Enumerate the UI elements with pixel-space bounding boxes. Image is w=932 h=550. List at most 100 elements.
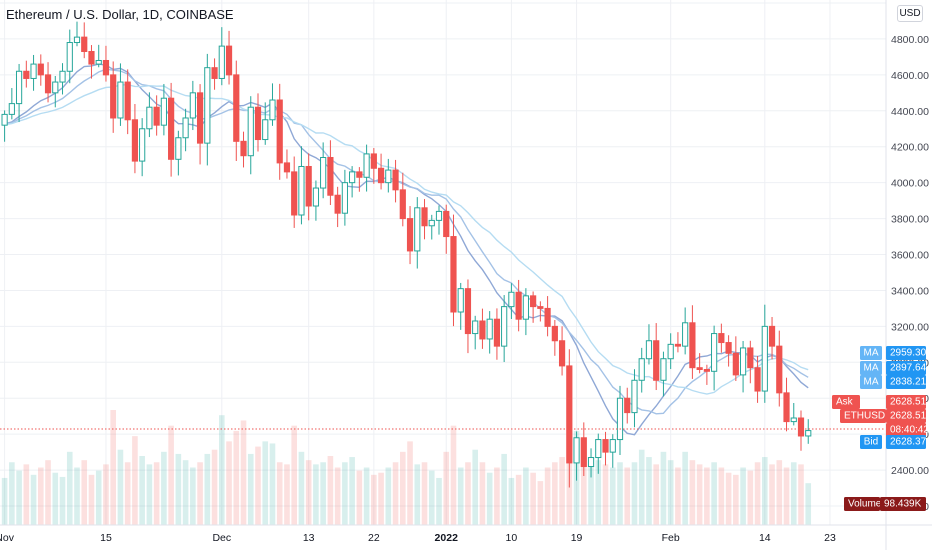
y-tick-label: 2400.00 [891,465,929,477]
volume-bar [762,457,768,525]
candle-up [247,96,254,175]
candle-body [609,439,616,453]
ma-label-badge-bg [860,346,882,360]
ma-value-badge-text: 2838.21 [890,377,927,388]
candle-up [320,142,327,199]
volume-bar [718,467,725,525]
candle-body [341,182,348,214]
candle-up [682,307,689,355]
volume-bar [334,467,341,525]
volume-bar [682,451,688,525]
candle-body [52,81,59,94]
volume-bar [23,464,30,525]
volume-bar [52,472,59,525]
volume-bar [747,470,754,525]
candle-up [175,130,182,176]
volume-bar [233,430,240,525]
volume-bar [81,460,88,525]
volume-bar [414,464,421,525]
candle-body [8,103,15,115]
candle-down [653,323,660,391]
volume-label-badge: Volume [844,497,882,511]
candle-down [464,279,472,354]
candle-down [23,60,30,88]
ma-label-badge-text: MA [864,377,879,388]
ma-value-badge: 2897.64 [886,361,927,375]
bid-label-badge-bg [860,435,882,449]
volume-bar [733,474,739,525]
volume-bar [501,453,507,525]
candle-down [392,159,399,203]
candle-body [1,113,8,126]
candle-body [537,306,544,309]
candle-up [573,431,580,481]
volume-bar [255,446,261,525]
volume-bar [175,453,182,525]
volume-bar [103,464,109,525]
candle-up [667,333,674,370]
volume-bar [667,460,674,525]
currency-badge[interactable]: USD [897,5,923,22]
candle-body [218,45,225,79]
candle-down [754,355,761,403]
candle-body [566,365,573,464]
candle-down [225,30,233,85]
volume-bar [247,453,254,525]
candle-body [653,340,660,381]
candle-up [631,369,638,428]
candle-body [508,291,515,308]
candle-down [725,335,732,367]
volume-bar [392,462,399,525]
ask-value-badge: 2628.51 [886,395,927,409]
candle-body [667,343,674,360]
candle-body [428,219,435,227]
volume-bar [530,472,536,525]
candle-up [522,288,529,336]
candle-body [790,417,797,423]
volume-bar [631,462,638,525]
candle-up [15,63,23,123]
ma-label-badge-text: MA [864,363,879,374]
candle-down [493,308,501,360]
volume-bar [139,456,145,525]
y-tick-label: 3400.00 [891,285,929,297]
volume-bar [711,462,717,525]
candle-body [377,167,385,184]
volume-bar [219,415,225,525]
candle-body [73,36,81,44]
candle-body [334,194,341,214]
candle-down [88,45,95,79]
volume-bar [443,451,450,525]
candle-down [399,172,406,227]
candle-body [435,210,443,221]
volume-bar [450,425,457,525]
candle-down [110,61,117,133]
volume-bar [407,441,413,525]
candle-down [276,83,283,180]
volume-bar [204,453,211,525]
candle-body [645,340,653,360]
candle-up [486,311,493,354]
volume-bar [624,467,631,525]
x-tick-label: 14 [759,532,771,544]
time-axis[interactable]: Nov 15 Dec 13 22 2022 10 19 Feb 14 23 [0,532,836,544]
candle-up [182,108,189,152]
volume-bar [595,460,602,525]
volume-bar [110,410,116,525]
volume-value-badge-bg [880,497,926,511]
volume-label-badge-text: Volume [848,499,882,510]
volume-bar [725,472,732,525]
candle-body [283,162,291,173]
volume-bar [740,467,746,525]
volume-bar [190,467,196,525]
y-tick-label: 4400.00 [891,106,929,118]
candle-up [428,214,435,240]
x-tick-label: 13 [303,532,315,544]
volume-bar [16,470,22,525]
candle-body [638,358,645,381]
candle-body [631,379,638,414]
candle-down [124,69,131,135]
y-tick-label: 4000.00 [891,178,929,190]
candle-down [530,291,537,323]
